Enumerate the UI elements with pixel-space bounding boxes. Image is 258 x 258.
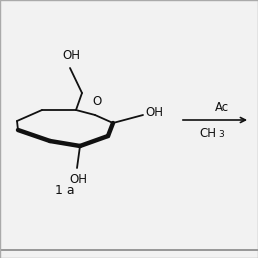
Text: OH: OH (145, 107, 163, 119)
Text: OH: OH (69, 173, 87, 186)
Text: 3: 3 (218, 130, 224, 139)
Text: CH: CH (199, 127, 216, 140)
Text: 1 a: 1 a (55, 183, 75, 197)
Text: OH: OH (62, 49, 80, 62)
Text: Ac: Ac (215, 101, 229, 114)
Text: O: O (92, 95, 102, 108)
